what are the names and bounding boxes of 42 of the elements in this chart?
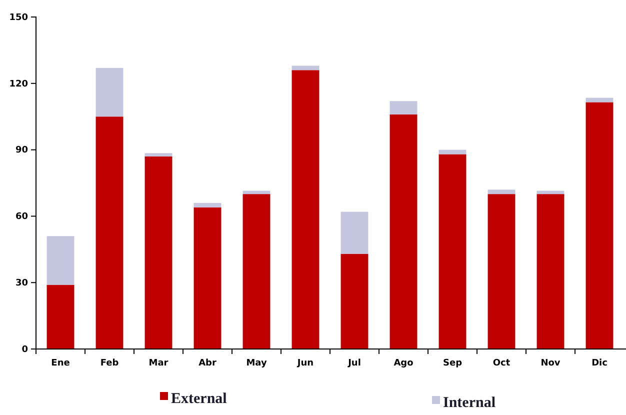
y-tick-label: 150 (9, 12, 28, 23)
bar (340, 254, 368, 349)
legend-label: External (171, 391, 227, 407)
x-tick-label: Ago (394, 358, 414, 368)
bar (340, 212, 368, 254)
bar (536, 194, 564, 349)
bar (438, 154, 466, 349)
bar (242, 190, 270, 194)
x-tick-label: Oct (492, 358, 511, 368)
legend-label: Internal (443, 395, 496, 411)
bar (144, 153, 172, 156)
x-tick-label: Mar (148, 358, 169, 368)
x-tick-label: Jul (347, 358, 361, 368)
bar (194, 207, 222, 349)
x-tick-label: Abr (198, 358, 217, 368)
bar (144, 156, 172, 349)
bar (46, 236, 74, 285)
bar (488, 194, 516, 349)
bar (194, 202, 222, 208)
bar (536, 190, 564, 194)
bar (488, 190, 516, 194)
x-tick-label: Dic (592, 358, 608, 368)
bar (96, 116, 124, 349)
bar (586, 102, 614, 349)
y-tick-label: 60 (15, 212, 28, 222)
x-tick-label: May (246, 358, 267, 368)
bar (292, 66, 320, 70)
x-tick-label: Sep (442, 358, 463, 368)
x-tick-label: Ene (51, 358, 70, 368)
x-tick-label: Nov (540, 358, 560, 368)
bar (390, 114, 418, 349)
y-tick-label: 30 (15, 278, 28, 288)
bar (390, 101, 418, 114)
y-tick-label: 120 (9, 79, 28, 90)
x-tick-label: Feb (100, 358, 120, 368)
x-tick-label: Jun (296, 358, 314, 368)
bar (46, 284, 74, 349)
y-tick-label: 90 (15, 146, 28, 156)
bar (242, 194, 270, 349)
bar (96, 68, 124, 117)
y-tick-label: 0 (22, 344, 28, 355)
bar (292, 70, 320, 349)
